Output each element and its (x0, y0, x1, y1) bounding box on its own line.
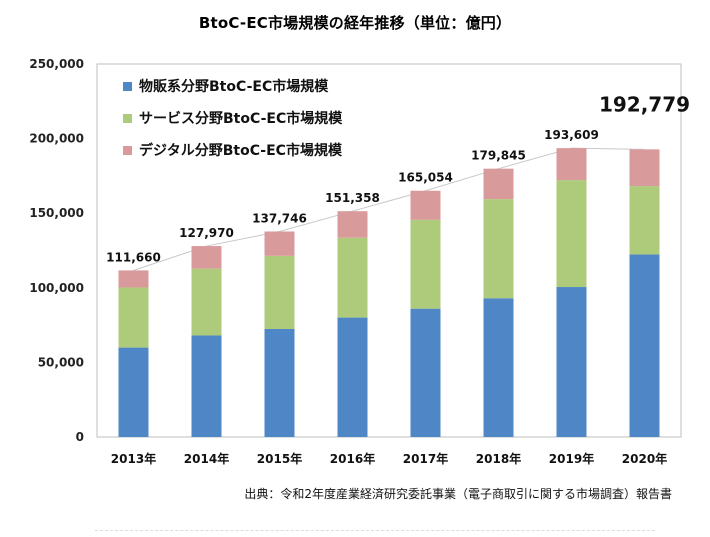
bar-segment (629, 149, 660, 187)
bar-segment (410, 219, 441, 309)
x-tick-label: 2013年 (111, 451, 156, 466)
x-tick-label: 2020年 (622, 451, 667, 466)
bar-segment (118, 347, 149, 437)
legend-swatch (123, 146, 132, 155)
legend-swatch (123, 82, 132, 91)
total-value-label: 127,970 (179, 226, 234, 240)
bar-segment (629, 254, 660, 437)
total-value-label: 165,054 (398, 171, 453, 185)
bar-segment (191, 335, 222, 437)
bar-segment (337, 211, 368, 238)
y-tick-label: 150,000 (29, 206, 84, 220)
x-tick-label: 2019年 (549, 451, 594, 466)
legend-label: サービス分野BtoC-EC市場規模 (139, 110, 343, 127)
bar-segment (410, 190, 441, 220)
bar-segment (191, 246, 222, 269)
bar-segment (483, 199, 514, 299)
total-value-label: 137,746 (252, 211, 307, 225)
bar-segment (483, 168, 514, 200)
chart-title: BtoC-EC市場規模の経年推移（単位：億円） (198, 14, 512, 32)
bar-segment (264, 328, 295, 437)
plot-area (96, 63, 682, 438)
total-value-label: 151,358 (325, 191, 380, 205)
bar-segment (191, 268, 222, 336)
bar-segment (556, 287, 587, 437)
bar-segment (264, 231, 295, 256)
y-tick-label: 0 (76, 430, 84, 444)
bar-segment (556, 148, 587, 181)
bar-segment (118, 270, 149, 288)
y-tick-label: 100,000 (29, 281, 84, 295)
legend-swatch (123, 114, 132, 123)
total-value-label: 193,609 (544, 128, 599, 142)
y-tick-label: 250,000 (29, 57, 84, 71)
bar-segment (264, 255, 295, 329)
x-tick-label: 2015年 (257, 451, 302, 466)
legend-label: デジタル分野BtoC-EC市場規模 (139, 142, 343, 159)
x-tick-label: 2016年 (330, 451, 375, 466)
y-tick-label: 50,000 (38, 355, 84, 369)
x-tick-label: 2014年 (184, 451, 229, 466)
x-tick-label: 2018年 (476, 451, 521, 466)
bar-segment (629, 186, 660, 255)
bar-segment (337, 317, 368, 437)
bar-segment (337, 237, 368, 318)
legend-label: 物販系分野BtoC-EC市場規模 (139, 78, 329, 95)
bar-segment (410, 308, 441, 437)
y-tick-label: 200,000 (29, 132, 84, 146)
total-value-label: 111,660 (106, 250, 161, 264)
bottom-divider (95, 530, 655, 531)
bar-segment (556, 180, 587, 288)
total-value-label: 179,845 (471, 149, 526, 163)
total-value-label: 192,779 (599, 92, 690, 116)
source-note: 出典：令和2年度産業経済研究委託事業（電子商取引に関する市場調査）報告書 (244, 487, 672, 501)
bar-segment (483, 298, 514, 437)
x-tick-label: 2017年 (403, 451, 448, 466)
bar-segment (118, 287, 149, 348)
